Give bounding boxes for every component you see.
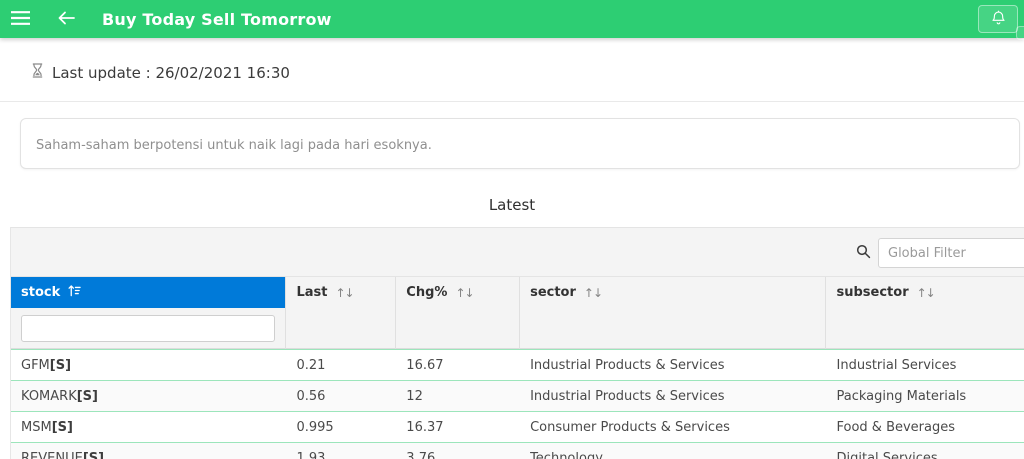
column-label: stock: [21, 285, 61, 300]
table-row[interactable]: MSM[S] 0.995 16.37 Consumer Products & S…: [11, 411, 1024, 442]
stock-cell: MSM[S]: [11, 420, 286, 435]
filter-cell: [286, 307, 397, 349]
hourglass-icon: [30, 62, 45, 83]
last-update-text: Last update : 26/02/2021 16:30: [52, 63, 290, 82]
last-cell: 0.995: [296, 419, 334, 435]
table-header-row: stock Last ↑↓ Chg% ↑↓ sector ↑↓ subsecto…: [11, 277, 1024, 308]
column-header-chg[interactable]: Chg% ↑↓: [396, 277, 521, 308]
stock-name: MSM: [21, 419, 52, 435]
sort-arrows-icon: ↑↓: [916, 285, 936, 300]
page-title: Buy Today Sell Tomorrow: [102, 9, 332, 29]
column-header-sector[interactable]: sector ↑↓: [520, 277, 827, 308]
stock-flag: [S]: [51, 419, 73, 435]
stock-name: KOMARK: [21, 388, 77, 404]
notice-card: Saham-saham berpotensi untuk naik lagi p…: [20, 118, 1020, 169]
filter-cell: [826, 308, 1024, 349]
last-cell: 0.21: [296, 357, 326, 373]
stock-cell: REVENUE[S]: [11, 451, 286, 459]
subsector-cell: Digital Services: [836, 450, 938, 459]
sort-arrows-icon: ↑↓: [455, 285, 474, 300]
back-button[interactable]: [44, 0, 88, 38]
stocks-table: stock Last ↑↓ Chg% ↑↓ sector ↑↓ subsecto…: [10, 227, 1024, 459]
sector-cell: Industrial Products & Services: [530, 388, 725, 404]
last-update-bar: Last update : 26/02/2021 16:30: [0, 38, 1024, 102]
column-label: Chg%: [406, 285, 448, 300]
stock-cell: GFM[S]: [11, 358, 286, 373]
app-bar: Buy Today Sell Tomorrow: [0, 0, 1024, 40]
notice-section: Saham-saham berpotensi untuk naik lagi p…: [0, 102, 1024, 169]
subsector-cell: Industrial Services: [836, 357, 957, 373]
sector-cell: Consumer Products & Services: [530, 419, 730, 435]
sort-amount-up-icon: [68, 284, 81, 301]
column-header-stock[interactable]: stock: [11, 277, 287, 308]
last-cell: 0.56: [296, 388, 326, 404]
stock-filter-cell: [11, 307, 287, 349]
stock-name: GFM: [21, 357, 50, 373]
column-header-subsector[interactable]: subsector ↑↓: [826, 277, 1024, 308]
global-filter-input[interactable]: [878, 238, 1024, 268]
table-filter-row: [11, 307, 1024, 349]
chg-cell: 16.67: [406, 357, 444, 373]
table-toolbar: [11, 227, 1024, 277]
hamburger-menu-button[interactable]: [0, 0, 40, 38]
stock-cell: KOMARK[S]: [11, 389, 286, 404]
stock-name: REVENUE: [21, 450, 83, 459]
stock-filter-input[interactable]: [21, 314, 276, 342]
chg-cell: 12: [406, 388, 423, 404]
bell-icon: [991, 10, 1006, 29]
table-row[interactable]: REVENUE[S] 1.93 3.76 Technology Digital …: [11, 442, 1024, 459]
column-label: sector: [530, 285, 576, 300]
filter-cell: [520, 307, 827, 349]
column-header-last[interactable]: Last ↑↓: [286, 277, 397, 308]
section-title: Latest: [488, 196, 536, 214]
sort-arrows-icon: ↑↓: [335, 285, 355, 300]
sort-arrows-icon: ↑↓: [583, 285, 603, 300]
column-label: Last: [296, 285, 328, 300]
search-icon: [856, 244, 871, 263]
sector-cell: Technology: [530, 450, 603, 459]
partial-button-edge: [1016, 26, 1024, 40]
sector-cell: Industrial Products & Services: [530, 357, 725, 373]
filter-cell: [396, 307, 521, 349]
back-arrow-icon: [58, 11, 75, 28]
chg-cell: 16.37: [406, 419, 444, 435]
subsector-cell: Food & Beverages: [836, 419, 956, 435]
hamburger-icon: [10, 10, 30, 28]
column-label: subsector: [836, 285, 909, 300]
chg-cell: 3.76: [406, 450, 436, 459]
stock-flag: [S]: [49, 357, 72, 373]
table-row[interactable]: GFM[S] 0.21 16.67 Industrial Products & …: [11, 349, 1024, 380]
stock-flag: [S]: [82, 450, 105, 459]
stock-flag: [S]: [76, 388, 98, 404]
subsector-cell: Packaging Materials: [836, 388, 967, 404]
last-cell: 1.93: [296, 450, 326, 459]
notifications-button[interactable]: [978, 5, 1018, 33]
notice-text: Saham-saham berpotensi untuk naik lagi p…: [36, 138, 432, 153]
global-filter: [856, 238, 1024, 268]
table-row[interactable]: KOMARK[S] 0.56 12 Industrial Products & …: [11, 380, 1024, 411]
